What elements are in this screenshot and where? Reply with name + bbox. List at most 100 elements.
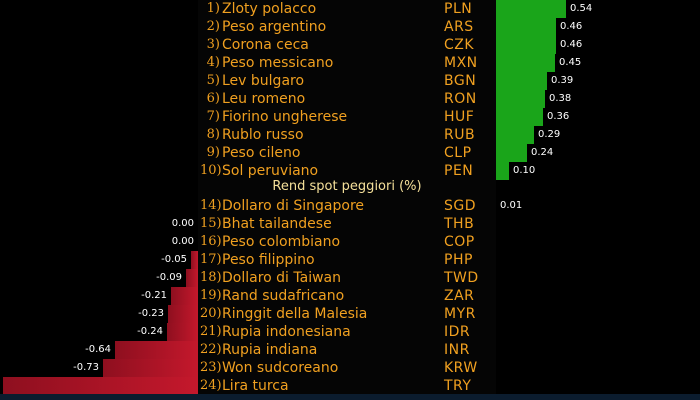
worst-row[interactable]: 14) Dollaro di Singapore SGD 0.01 <box>0 197 700 215</box>
best-row[interactable]: 7) Fiorino ungherese HUF 0.36 <box>0 108 700 126</box>
loss-bar <box>115 341 198 359</box>
worst-row[interactable]: 19) Rand sudafricano ZAR -0.21 <box>0 287 700 305</box>
gain-bar <box>496 54 555 72</box>
currency-name: Won sudcoreano <box>222 360 339 376</box>
currency-code: PEN <box>444 163 474 179</box>
currency-code: TRY <box>444 378 472 394</box>
value-label: 0.00 <box>171 218 194 229</box>
value-label: 0.46 <box>560 39 583 50</box>
value-label: -0.09 <box>156 272 182 283</box>
worst-row[interactable]: 21) Rupia indonesiana IDR -0.24 <box>0 323 700 341</box>
currency-code: CLP <box>444 145 472 161</box>
best-row[interactable]: 2) Peso argentino ARS 0.46 <box>0 18 700 36</box>
rank-label: 18) <box>200 270 222 285</box>
currency-code: RUB <box>444 127 476 143</box>
value-label: -0.64 <box>85 344 111 355</box>
currency-name: Lira turca <box>222 378 289 394</box>
bottom-strip <box>0 394 700 400</box>
currency-code: SGD <box>444 198 477 214</box>
value-label: 0.36 <box>547 111 570 122</box>
value-label: 0.29 <box>538 129 561 140</box>
best-row[interactable]: 3) Corona ceca CZK 0.46 <box>0 36 700 54</box>
gain-bar <box>496 90 545 108</box>
rank-label: 22) <box>200 342 222 357</box>
rank-label: 19) <box>200 288 222 303</box>
best-row[interactable]: 10) Sol peruviano PEN 0.10 <box>0 162 700 180</box>
worst-row[interactable]: 17) Peso filippino PHP -0.05 <box>0 251 700 269</box>
loss-bar <box>167 323 198 341</box>
currency-name: Fiorino ungherese <box>222 109 348 125</box>
value-label: -0.05 <box>161 254 187 265</box>
currency-code: HUF <box>444 109 475 125</box>
worst-row[interactable]: 18) Dollaro di Taiwan TWD -0.09 <box>0 269 700 287</box>
gain-bar <box>496 0 566 18</box>
rank-label: 10) <box>200 163 222 178</box>
currency-name: Peso filippino <box>222 252 315 268</box>
gain-bar <box>496 18 556 36</box>
currency-name: Rand sudafricano <box>222 288 345 304</box>
loss-bar <box>168 305 198 323</box>
currency-code: MYR <box>444 306 476 322</box>
gain-bar <box>496 162 509 180</box>
currency-name: Corona ceca <box>222 37 309 53</box>
worst-row[interactable]: 16) Peso colombiano COP 0.00 <box>0 233 700 251</box>
best-row[interactable]: 5) Lev bulgaro BGN 0.39 <box>0 72 700 90</box>
currency-name: Peso colombiano <box>222 234 341 250</box>
currency-code: IDR <box>444 324 471 340</box>
value-label: 0.10 <box>513 165 536 176</box>
best-row[interactable]: 8) Rublo russo RUB 0.29 <box>0 126 700 144</box>
currency-code: THB <box>444 216 475 232</box>
value-label: -0.24 <box>137 326 163 337</box>
currency-name: Bhat tailandese <box>222 216 332 232</box>
rank-label: 14) <box>200 198 222 213</box>
best-row[interactable]: 6) Leu romeno RON 0.38 <box>0 90 700 108</box>
worst-row[interactable]: 23) Won sudcoreano KRW -0.73 <box>0 359 700 377</box>
value-label: 0.39 <box>551 75 574 86</box>
value-label: -0.73 <box>73 362 99 373</box>
rank-label: 21) <box>200 324 222 339</box>
loss-bar <box>191 251 198 269</box>
best-row[interactable]: 4) Peso messicano MXN 0.45 <box>0 54 700 72</box>
gain-bar <box>496 108 543 126</box>
currency-code: BGN <box>444 73 477 89</box>
currency-code: KRW <box>444 360 478 376</box>
gain-bar <box>496 72 547 90</box>
currency-name: Rupia indiana <box>222 342 318 358</box>
rank-label: 3) <box>206 37 220 52</box>
best-row[interactable]: 9) Peso cileno CLP 0.24 <box>0 144 700 162</box>
best-row[interactable]: 1) Zloty polacco PLN 0.54 <box>0 0 700 18</box>
worst-row[interactable]: 22) Rupia indiana INR -0.64 <box>0 341 700 359</box>
currency-code: ARS <box>444 19 474 35</box>
value-label: 0.46 <box>560 21 583 32</box>
currency-name: Lev bulgaro <box>222 73 305 89</box>
rank-label: 9) <box>206 145 220 160</box>
gain-bar <box>496 36 556 54</box>
currency-code: RON <box>444 91 477 107</box>
currency-name: Peso argentino <box>222 19 327 35</box>
value-label: 0.01 <box>500 200 523 211</box>
currency-code: PHP <box>444 252 473 268</box>
worst-row[interactable]: 15) Bhat tailandese THB 0.00 <box>0 215 700 233</box>
currency-code: PLN <box>444 1 473 17</box>
value-label: 0.45 <box>559 57 582 68</box>
currency-name: Rublo russo <box>222 127 304 143</box>
currency-name: Dollaro di Taiwan <box>222 270 341 286</box>
currency-name: Ringgit della Malesia <box>222 306 368 322</box>
table-center-panel <box>198 0 496 400</box>
worst-row[interactable]: 20) Ringgit della Malesia MYR -0.23 <box>0 305 700 323</box>
currency-name: Leu romeno <box>222 91 306 107</box>
rank-label: 5) <box>206 73 220 88</box>
loss-bar <box>103 359 198 377</box>
rank-label: 20) <box>200 306 222 321</box>
gain-bar <box>496 144 527 162</box>
rank-label: 16) <box>200 234 222 249</box>
value-label: 0.00 <box>171 236 194 247</box>
currency-code: ZAR <box>444 288 475 304</box>
loss-bar <box>171 287 198 305</box>
currency-code: COP <box>444 234 475 250</box>
loss-bar <box>3 377 198 395</box>
currency-code: TWD <box>444 270 479 286</box>
currency-name: Rupia indonesiana <box>222 324 351 340</box>
value-label: 0.54 <box>570 3 593 14</box>
